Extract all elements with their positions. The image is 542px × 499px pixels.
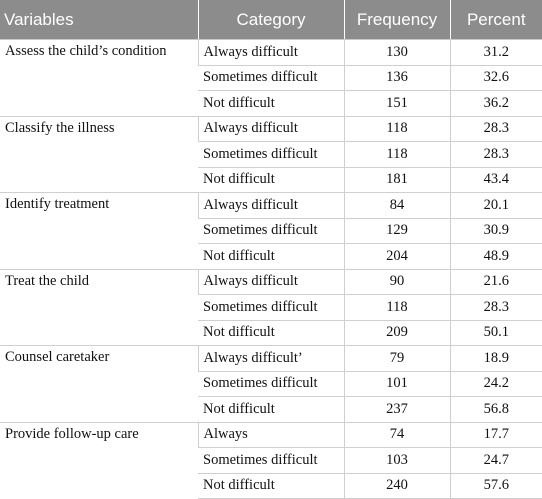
- table-row: Classify the illness Always difficult 118 2…: [0, 115, 542, 193]
- frequency-cell: 74: [343, 421, 450, 448]
- category-cell: Sometimes difficult: [198, 64, 344, 91]
- table-row: Sometimes difficult 103 24.7: [0, 447, 542, 473]
- frequency-cell: 151: [343, 90, 450, 116]
- table-row: Sometimes difficult 101 24.2: [0, 370, 542, 397]
- category-cell: Sometimes difficult: [198, 217, 344, 244]
- table-row: Identify treatment Always difficult 84 20.1: [0, 192, 542, 269]
- percent-cell: 31.2: [449, 39, 542, 65]
- header-percent: Percent: [449, 0, 542, 40]
- table-row: Not difficult 181 43.4: [0, 166, 542, 193]
- table-row: Assess the child’s condition Always diffi…: [0, 39, 542, 116]
- category-cell: Not difficult: [198, 243, 344, 269]
- percent-cell: 57.6: [449, 472, 542, 499]
- category-cell: Always difficult: [197, 39, 344, 65]
- category-cell: Not difficult: [198, 472, 344, 499]
- frequency-cell: 204: [343, 243, 450, 269]
- percent-cell: 24.7: [449, 447, 542, 473]
- frequency-cell: 90: [343, 268, 450, 295]
- percent-cell: 56.8: [449, 396, 542, 422]
- variable-cell: Classify the illness: [0, 115, 198, 193]
- frequency-cell: 84: [343, 192, 450, 218]
- frequency-cell: 103: [343, 447, 450, 473]
- frequency-cell: 101: [343, 370, 450, 397]
- table-row: Treat the child Always difficult 90 21.6: [0, 268, 542, 346]
- variable-cell: Assess the child’s condition: [0, 39, 198, 116]
- variable-cell: Counsel caretaker: [0, 345, 198, 422]
- frequency-cell: 129: [343, 217, 450, 244]
- table-row: Sometimes difficult 118 28.3: [0, 141, 542, 167]
- frequency-cell: 79: [343, 345, 450, 371]
- percent-cell: 28.3: [449, 141, 542, 167]
- category-cell: Sometimes difficult: [198, 370, 344, 397]
- frequency-cell: 130: [343, 39, 450, 65]
- percent-cell: 50.1: [449, 319, 542, 346]
- percent-cell: 24.2: [449, 370, 542, 397]
- category-cell: Sometimes difficult: [198, 447, 344, 473]
- category-cell: Always: [197, 421, 344, 448]
- percent-cell: 28.3: [449, 115, 542, 142]
- frequency-cell: 181: [343, 166, 450, 193]
- percent-cell: 28.3: [449, 294, 542, 320]
- header-category: Category: [197, 0, 344, 40]
- header-variables: Variables: [0, 0, 198, 40]
- frequency-cell: 118: [343, 141, 450, 167]
- frequency-cell: 136: [343, 64, 450, 91]
- table-row: Sometimes difficult 136 32.6: [0, 64, 542, 91]
- percent-cell: 32.6: [449, 64, 542, 91]
- table-row: Not difficult 209 50.1: [0, 319, 542, 346]
- category-cell: Not difficult: [198, 319, 344, 346]
- variable-cell: Provide follow-up care: [0, 421, 198, 499]
- table-row: Not difficult 237 56.8: [0, 396, 542, 422]
- table-row: Sometimes difficult 118 28.3: [0, 294, 542, 320]
- percent-cell: 18.9: [449, 345, 542, 371]
- percent-cell: 48.9: [449, 243, 542, 269]
- table-row: Counsel caretaker Always difficult’ 79 18.9: [0, 345, 542, 422]
- table-row: Not difficult 204 48.9: [0, 243, 542, 269]
- table-body: Assess the child’s condition Always diffi…: [0, 39, 542, 499]
- percent-cell: 20.1: [449, 192, 542, 218]
- frequency-cell: 240: [343, 472, 450, 499]
- category-cell: Always difficult’: [197, 345, 344, 371]
- frequency-cell: 118: [343, 294, 450, 320]
- table-row: Not difficult 151 36.2: [0, 90, 542, 116]
- table-row: Provide follow-up care Always 74 17.7: [0, 421, 542, 499]
- percent-cell: 17.7: [449, 421, 542, 448]
- variable-cell: Treat the child: [0, 268, 198, 346]
- category-cell: Not difficult: [198, 396, 344, 422]
- variable-cell: Identify treatment: [0, 192, 198, 269]
- category-cell: Not difficult: [198, 90, 344, 116]
- category-cell: Not difficult: [198, 166, 344, 193]
- header-row: Variables Category Frequency Percent: [0, 0, 542, 40]
- frequency-cell: 209: [343, 319, 450, 346]
- percent-cell: 43.4: [449, 166, 542, 193]
- percent-cell: 21.6: [449, 268, 542, 295]
- percent-cell: 30.9: [449, 217, 542, 244]
- category-cell: Sometimes difficult: [198, 294, 344, 320]
- percent-cell: 36.2: [449, 90, 542, 116]
- table-row: Sometimes difficult 129 30.9: [0, 217, 542, 244]
- category-cell: Always difficult: [197, 115, 344, 142]
- category-cell: Sometimes difficult: [198, 141, 344, 167]
- frequency-cell: 237: [343, 396, 450, 422]
- frequency-cell: 118: [343, 115, 450, 142]
- table-header: Variables Category Frequency Percent: [0, 0, 542, 40]
- category-cell: Always difficult: [197, 192, 344, 218]
- header-frequency: Frequency: [343, 0, 450, 40]
- category-cell: Always difficult: [197, 268, 344, 295]
